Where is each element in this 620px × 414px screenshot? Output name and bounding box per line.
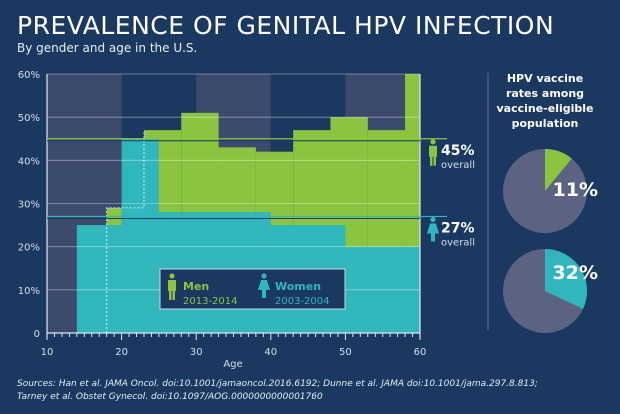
x-tick-label: 10 — [41, 347, 54, 358]
x-tick-label: 20 — [115, 347, 128, 358]
women-bar — [345, 246, 420, 333]
page-subtitle: By gender and age in the U.S. — [17, 41, 197, 55]
y-tick-label: 0 — [34, 329, 40, 340]
sources-line-1: Sources: Han et al. JAMA Oncol. doi:10.1… — [17, 379, 538, 389]
legend: Men 2013-2014 Women 2003-2004 — [159, 268, 346, 310]
body — [429, 145, 437, 166]
head — [261, 273, 267, 279]
page-title: PREVALENCE OF GENITAL HPV INFECTION — [17, 11, 554, 40]
pie-men-value: 11% — [553, 179, 598, 201]
y-tick-label: 50% — [18, 113, 40, 124]
y-tick-label: 40% — [18, 156, 40, 167]
x-tick-label: 40 — [264, 347, 277, 358]
head — [169, 273, 175, 279]
legend-box — [159, 268, 346, 310]
men-overall-value: 45% — [441, 143, 475, 159]
men-overall-label: overall — [441, 160, 475, 171]
legend-women-period: 2003-2004 — [275, 296, 330, 307]
woman-icon — [258, 273, 270, 298]
body — [168, 280, 176, 300]
pie-title-line: HPV vaccine — [507, 72, 583, 85]
x-tick-label: 30 — [190, 347, 203, 358]
women-bar — [121, 138, 159, 333]
prevalence-chart: 010%20%30%40%50%60%10 20 30 40 50 60Age45%ove… — [18, 70, 475, 370]
x-axis-label: Age — [223, 359, 242, 370]
vaccine-pies: HPV vaccine rates among vaccine-eligible po… — [496, 72, 598, 333]
women-bar — [76, 225, 122, 333]
pie-women-value: 32% — [553, 262, 598, 284]
sources-line-2: Tarney et al. Obstet Gynecol. doi:10.109… — [17, 392, 323, 402]
head — [430, 216, 436, 223]
y-tick-label: 30% — [18, 200, 40, 211]
women-overall-label: overall — [441, 237, 475, 248]
pie-title-line: population — [512, 117, 579, 130]
legend-men-label: Men — [183, 280, 209, 293]
y-tick-label: 10% — [18, 286, 40, 297]
head — [430, 139, 436, 145]
legend-men-period: 2013-2014 — [183, 296, 238, 307]
y-tick-label: 60% — [18, 70, 40, 81]
legend-women-label: Women — [275, 280, 321, 293]
man-icon — [168, 273, 176, 300]
woman-icon — [427, 216, 439, 242]
body — [258, 280, 270, 298]
body — [427, 223, 439, 242]
pie-title-line: rates among — [506, 87, 584, 100]
x-tick-label: 60 — [414, 347, 427, 358]
pie-title-line: vaccine-eligible — [496, 102, 593, 115]
women-overall-value: 27% — [441, 220, 475, 236]
pie-women-slice — [545, 249, 587, 309]
man-icon — [429, 139, 437, 166]
x-tick-label: 50 — [339, 347, 352, 358]
y-tick-label: 20% — [18, 243, 40, 254]
pie-men-slice — [545, 149, 572, 191]
men-hidden-outline — [106, 130, 145, 333]
